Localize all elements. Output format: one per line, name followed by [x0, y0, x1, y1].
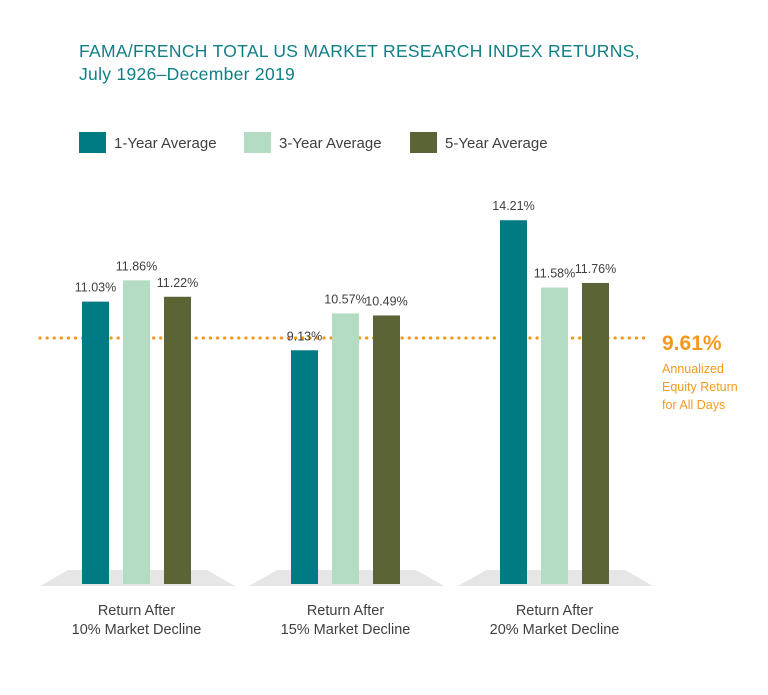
- bar-1-year-average-group-3: [500, 220, 527, 584]
- bar-5-year-average-group-3: [582, 282, 609, 584]
- legend: 1-Year Average 3-Year Average 5-Year Ave…: [79, 132, 548, 153]
- value-label-5-year-average-group-1: 11.22%: [157, 276, 198, 290]
- bar-3-year-average-group-3: [541, 287, 568, 584]
- reference-note-line-2: Equity Return: [662, 380, 738, 394]
- bar-3-year-average-group-1: [123, 280, 150, 584]
- bar-1-year-average-group-2: [291, 350, 318, 584]
- legend-label-5-year: 5-Year Average: [445, 135, 548, 152]
- reference-note-line-3: for All Days: [662, 398, 725, 412]
- group-label-1-line-1: Return After: [98, 603, 176, 619]
- legend-label-1-year: 1-Year Average: [114, 135, 217, 152]
- reference-note-line-1: Annualized: [662, 362, 724, 376]
- value-label-3-year-average-group-1: 11.86%: [116, 259, 157, 273]
- value-labels: 11.03%11.86%11.22% 9.13% 10.57%10.49% 14.21…: [75, 199, 616, 343]
- legend-swatch-5-year: [410, 132, 437, 153]
- bar-3-year-average-group-2: [332, 313, 359, 584]
- legend-swatch-3-year: [244, 132, 271, 153]
- bar-1-year-average-group-1: [82, 301, 109, 584]
- legend-swatch-1-year: [79, 132, 106, 153]
- group-labels: Return After 10% Market Decline Return Aft…: [72, 603, 620, 638]
- bars: [82, 220, 609, 584]
- bar-5-year-average-group-1: [164, 296, 191, 584]
- group-label-2-line-1: Return After: [307, 603, 385, 619]
- value-label-3-year-average-group-3: 11.58%: [534, 267, 575, 281]
- group-label-3-line-2: 20% Market Decline: [490, 622, 620, 638]
- value-label-5-year-average-group-3: 11.76%: [575, 262, 616, 276]
- reference-value: 9.61%: [662, 332, 722, 355]
- group-label-3-line-1: Return After: [516, 603, 594, 619]
- group-label-2-line-2: 15% Market Decline: [281, 622, 411, 638]
- value-label-3-year-average-group-2: 10.57%: [324, 292, 366, 306]
- value-label-1-year-average-group-2: 9.13%: [287, 329, 322, 343]
- value-label-5-year-average-group-2: 10.49%: [365, 294, 407, 308]
- chart-title-line-1: FAMA/FRENCH TOTAL US MARKET RESEARCH IND…: [79, 41, 640, 61]
- value-label-1-year-average-group-1: 11.03%: [75, 281, 116, 295]
- legend-label-3-year: 3-Year Average: [279, 135, 382, 152]
- bar-5-year-average-group-2: [373, 315, 400, 584]
- value-label-1-year-average-group-3: 14.21%: [492, 199, 534, 213]
- group-label-1-line-2: 10% Market Decline: [72, 622, 202, 638]
- chart-title-line-2: July 1926–December 2019: [79, 64, 295, 84]
